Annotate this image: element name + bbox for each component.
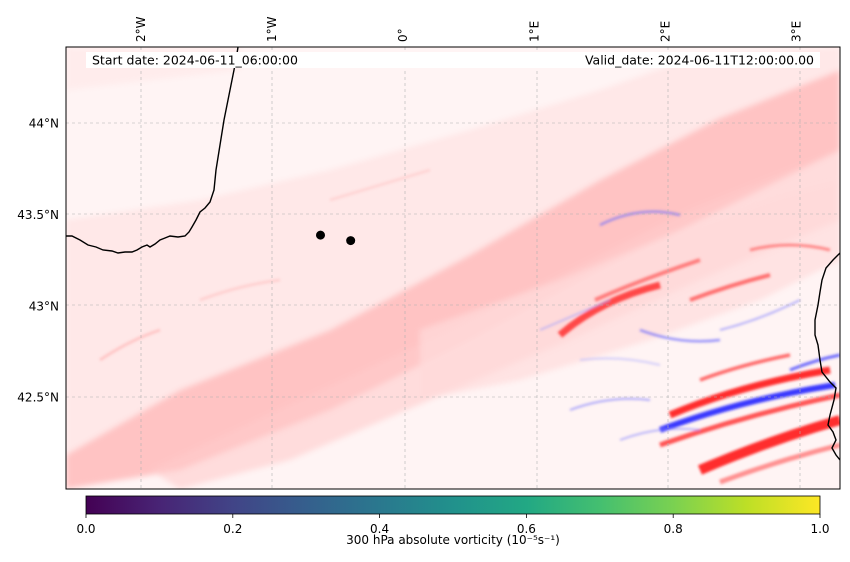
lat-tick-label: 43°N — [29, 299, 59, 313]
lon-tick-label: 2°E — [659, 21, 673, 42]
lon-tick-label: 1°W — [265, 16, 279, 42]
gridlines — [66, 47, 840, 489]
header-band — [86, 52, 820, 68]
lon-tick-label: 2°W — [134, 16, 148, 42]
colorbar-tick-label: 0.8 — [664, 522, 683, 536]
streaks — [99, 168, 840, 485]
start-date-label: Start date: 2024-06-11_06:00:00 — [92, 53, 298, 68]
station-marker — [316, 230, 326, 240]
colorbar-tick-label: 0.4 — [370, 522, 389, 536]
map-panel: Start date: 2024-06-11_06:00:00 Valid_da… — [17, 16, 841, 490]
station-marker — [346, 236, 356, 246]
markers-layer — [316, 230, 356, 246]
colorbar-tick-label: 0.2 — [223, 522, 242, 536]
colorbar-tick-label: 0.0 — [76, 522, 95, 536]
lon-tick-label: 1°E — [527, 21, 541, 42]
colorbar-label: 300 hPa absolute vorticity (10⁻⁵s⁻¹) — [346, 533, 560, 547]
valid-date-label: Valid_date: 2024-06-11T12:00:00.00 — [585, 53, 814, 68]
coastline-east — [814, 252, 840, 461]
lon-ticks: 2°W 1°W 0° 1°E 2°E 3°E — [134, 16, 804, 42]
lat-tick-label: 42.5°N — [17, 391, 59, 405]
coastline-west — [66, 47, 239, 254]
lat-tick-label: 44°N — [29, 117, 59, 131]
positive-band — [66, 47, 840, 489]
colorbar-gradient — [85, 495, 821, 515]
lat-tick-label: 43.5°N — [17, 208, 59, 222]
colorbar-tick-label: 0.6 — [517, 522, 536, 536]
colorbar-tick-label: 1.0 — [810, 522, 829, 536]
map-frame — [65, 46, 841, 490]
vorticity-field — [66, 47, 840, 489]
lat-ticks: 44°N 43.5°N 43°N 42.5°N — [17, 117, 59, 405]
lon-tick-label: 0° — [396, 28, 410, 42]
colorbar: 0.0 0.2 0.4 0.6 0.8 1.0 300 hPa absolute vort… — [76, 495, 830, 547]
colorbar-ticks: 0.0 0.2 0.4 0.6 0.8 1.0 — [76, 514, 830, 536]
lon-tick-label: 3°E — [790, 21, 804, 42]
